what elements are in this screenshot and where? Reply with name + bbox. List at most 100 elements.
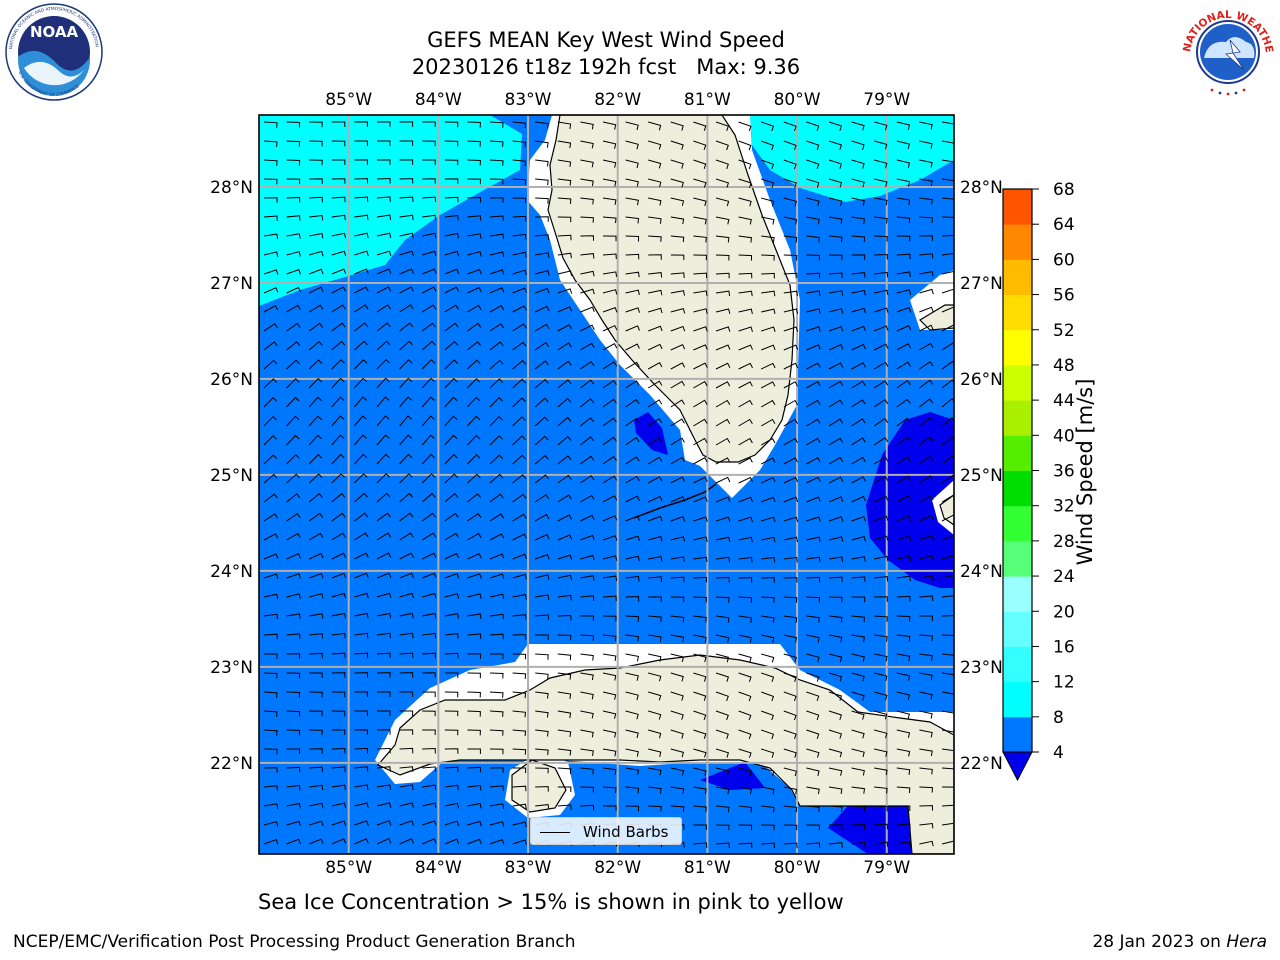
wind-barb (286, 178, 301, 185)
wind-barb (263, 287, 279, 294)
wind-barb (489, 140, 504, 147)
wind-barb (738, 672, 752, 682)
wind-barb (783, 254, 798, 261)
wind-barb (580, 216, 594, 223)
wind-barb (896, 121, 911, 130)
wind-field-lt4-cuba-2 (700, 762, 765, 790)
wind-barb (263, 553, 279, 560)
land-cuba (377, 654, 954, 854)
wind-barb (263, 121, 278, 128)
wind-barb (715, 786, 730, 795)
wind-barb (263, 593, 279, 600)
wind-barb (919, 216, 933, 223)
wind-barb (874, 253, 888, 260)
sea-ice-note: Sea Ice Concentration > 15% is shown in … (258, 890, 844, 914)
wind-barb (851, 495, 866, 503)
wind-barb (354, 159, 368, 165)
wind-barb (873, 399, 889, 408)
wind-barb (512, 573, 527, 580)
wind-barb (602, 555, 618, 561)
wind-barb (670, 307, 686, 314)
wind-barb (512, 710, 527, 718)
wind-barb (693, 805, 707, 813)
wind-barb (828, 121, 843, 131)
wind-barb (308, 286, 324, 294)
wind-barb (309, 652, 323, 659)
wind-barb (354, 632, 369, 639)
y-tick-label-right: 25°N (960, 466, 1003, 486)
wind-barb (648, 197, 662, 206)
wind-barb (535, 287, 550, 294)
wind-barb (625, 475, 640, 484)
wind-barb (647, 456, 663, 465)
wind-barb (512, 533, 527, 541)
wind-barb (625, 121, 639, 131)
wind-barb (422, 802, 437, 809)
footer-date: 28 Jan 2023 on Hera (1092, 932, 1267, 952)
wind-barb (580, 494, 595, 503)
wind-barb (625, 456, 640, 465)
wind-barb (286, 633, 301, 639)
wind-barb (422, 672, 436, 678)
wind-barb (919, 653, 933, 661)
wind-barb (806, 767, 820, 777)
wind-barb (828, 216, 843, 225)
wind-barb (535, 554, 550, 560)
wind-barb (557, 594, 572, 601)
wind-barbs (263, 121, 954, 849)
wind-barb (715, 362, 731, 370)
wind-barb (422, 232, 437, 239)
wind-barb (331, 121, 346, 127)
y-tick-label-right: 26°N (960, 370, 1003, 390)
wind-barb (331, 612, 346, 619)
wind-barb (715, 197, 730, 207)
wind-barb (783, 344, 799, 351)
wind-barb (625, 398, 640, 408)
wind-barb (874, 197, 888, 206)
wind-barb (263, 821, 279, 827)
wind-barb (670, 672, 684, 682)
wind-barb (783, 615, 798, 623)
wind-barb (919, 840, 934, 847)
colorbar-tick-label: 8 (1053, 708, 1064, 728)
wind-barb (941, 140, 954, 149)
wind-barb (919, 514, 934, 522)
wind-barb (557, 767, 572, 774)
wind-barb (761, 140, 775, 151)
wind-barb (873, 417, 889, 427)
wind-barb (331, 377, 345, 389)
wind-barb (783, 362, 799, 370)
wind-barb (806, 457, 821, 465)
wind-barb (828, 805, 843, 813)
wind-barb (919, 710, 933, 719)
wind-barb (715, 344, 731, 351)
wind-barb (286, 434, 300, 446)
wind-barb (512, 553, 527, 560)
x-tick-label-top: 85°W (325, 90, 372, 110)
wind-barb (331, 512, 346, 522)
wind-barb (806, 178, 820, 188)
noaa-logo-text: NOAA (30, 23, 79, 41)
wind-barb (444, 121, 459, 128)
wind-barb (941, 767, 954, 770)
y-tick-label-left: 25°N (210, 466, 253, 486)
wind-barb (580, 417, 595, 427)
wind-barb (376, 492, 391, 503)
wind-barb (874, 235, 888, 242)
wind-barb (896, 823, 911, 829)
wind-barb (557, 306, 573, 313)
wind-barb (941, 822, 954, 826)
wind-barb (376, 377, 390, 389)
wind-barb (580, 786, 594, 793)
wind-barb (331, 396, 345, 408)
colorbar-tick-label: 40 (1053, 426, 1075, 446)
wind-barb (693, 786, 707, 795)
wind-barb (286, 653, 301, 659)
wind-barb (648, 729, 662, 739)
wind-barb (693, 556, 708, 563)
wind-barb (286, 493, 301, 503)
wind-barb (783, 653, 797, 663)
wind-barb (941, 595, 954, 598)
wind-barb (806, 272, 821, 279)
wind-barb (648, 235, 662, 242)
